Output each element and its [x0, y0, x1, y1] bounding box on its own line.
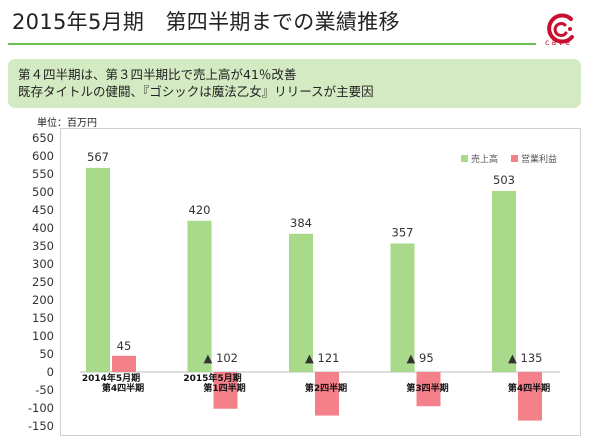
logo-text: cave — [545, 38, 572, 47]
category-label-year: 2014年5月期 — [82, 372, 140, 384]
category-label-year: 2015年5月期 — [183, 372, 241, 384]
y-tick-label: -150 — [28, 419, 54, 433]
data-label-operating-profit: ▲ 102 — [204, 351, 238, 365]
data-label-sales: 384 — [290, 216, 312, 230]
data-label-operating-profit: ▲ 135 — [508, 351, 542, 365]
y-tick-label: 50 — [39, 347, 54, 361]
y-tick-label: 600 — [32, 149, 54, 163]
y-tick-label: 450 — [32, 203, 54, 217]
legend-label-sales: 売上高 — [471, 153, 498, 165]
category-label-quarter: 第4四半期 — [102, 382, 144, 394]
bar-sales — [86, 167, 110, 372]
y-tick-label: 650 — [32, 131, 54, 145]
category-label-quarter: 第4四半期 — [508, 382, 550, 394]
data-label-operating-profit: ▲ 121 — [305, 351, 339, 365]
legend-label-operating-profit: 営業利益 — [521, 153, 557, 165]
data-label-sales: 503 — [493, 173, 515, 187]
legend-swatch-sales — [461, 155, 468, 162]
y-tick-label: -100 — [28, 401, 54, 415]
bar-operating-profit — [518, 372, 542, 421]
y-tick-label: 150 — [32, 311, 54, 325]
bar-sales — [492, 190, 516, 372]
y-tick-label: 300 — [32, 257, 54, 271]
title-underline — [8, 43, 536, 45]
data-label-sales: 420 — [189, 203, 211, 217]
summary-line-2: 既存タイトルの健闘、『ゴシックは魔法乙女』リリースが主要因 — [18, 84, 374, 99]
y-tick-label: 200 — [32, 293, 54, 307]
bar-sales — [390, 243, 415, 372]
category-label-quarter: 第3四半期 — [406, 382, 448, 394]
page-title: 2015年5月期 第四半期までの業績推移 — [12, 10, 400, 34]
y-tick-label: 350 — [32, 239, 54, 253]
y-tick-label: 250 — [32, 275, 54, 289]
bar-sales — [289, 233, 313, 372]
y-tick-label: 400 — [32, 221, 54, 235]
y-tick-label: 100 — [32, 329, 54, 343]
data-label-sales: 357 — [392, 225, 414, 239]
y-tick-label: 500 — [32, 185, 54, 199]
data-label-operating-profit: ▲ 95 — [407, 351, 434, 365]
chart-frame — [60, 128, 581, 436]
bar-operating-profit — [112, 355, 136, 372]
bar-operating-profit — [213, 372, 238, 409]
summary-line-1: 第４四半期は、第３四半期比で売上高が41％改善 — [18, 67, 297, 82]
unit-label: 単位：百万円 — [37, 118, 97, 129]
cave-logo-icon — [547, 13, 574, 44]
data-label-operating-profit: 45 — [117, 339, 132, 353]
summary-box: 第４四半期は、第３四半期比で売上高が41％改善 既存タイトルの健闘、『ゴシックは… — [8, 59, 581, 108]
y-tick-label: 550 — [32, 167, 54, 181]
bar-operating-profit — [416, 372, 441, 407]
category-label-quarter: 第2四半期 — [305, 382, 347, 394]
category-label-quarter: 第1四半期 — [203, 382, 245, 394]
data-label-sales: 567 — [87, 150, 109, 164]
y-tick-label: -50 — [35, 383, 54, 397]
bar-sales — [187, 220, 212, 372]
bar-operating-profit — [315, 372, 339, 416]
y-tick-label: 0 — [47, 365, 54, 379]
legend-swatch-operating-profit — [511, 155, 518, 162]
